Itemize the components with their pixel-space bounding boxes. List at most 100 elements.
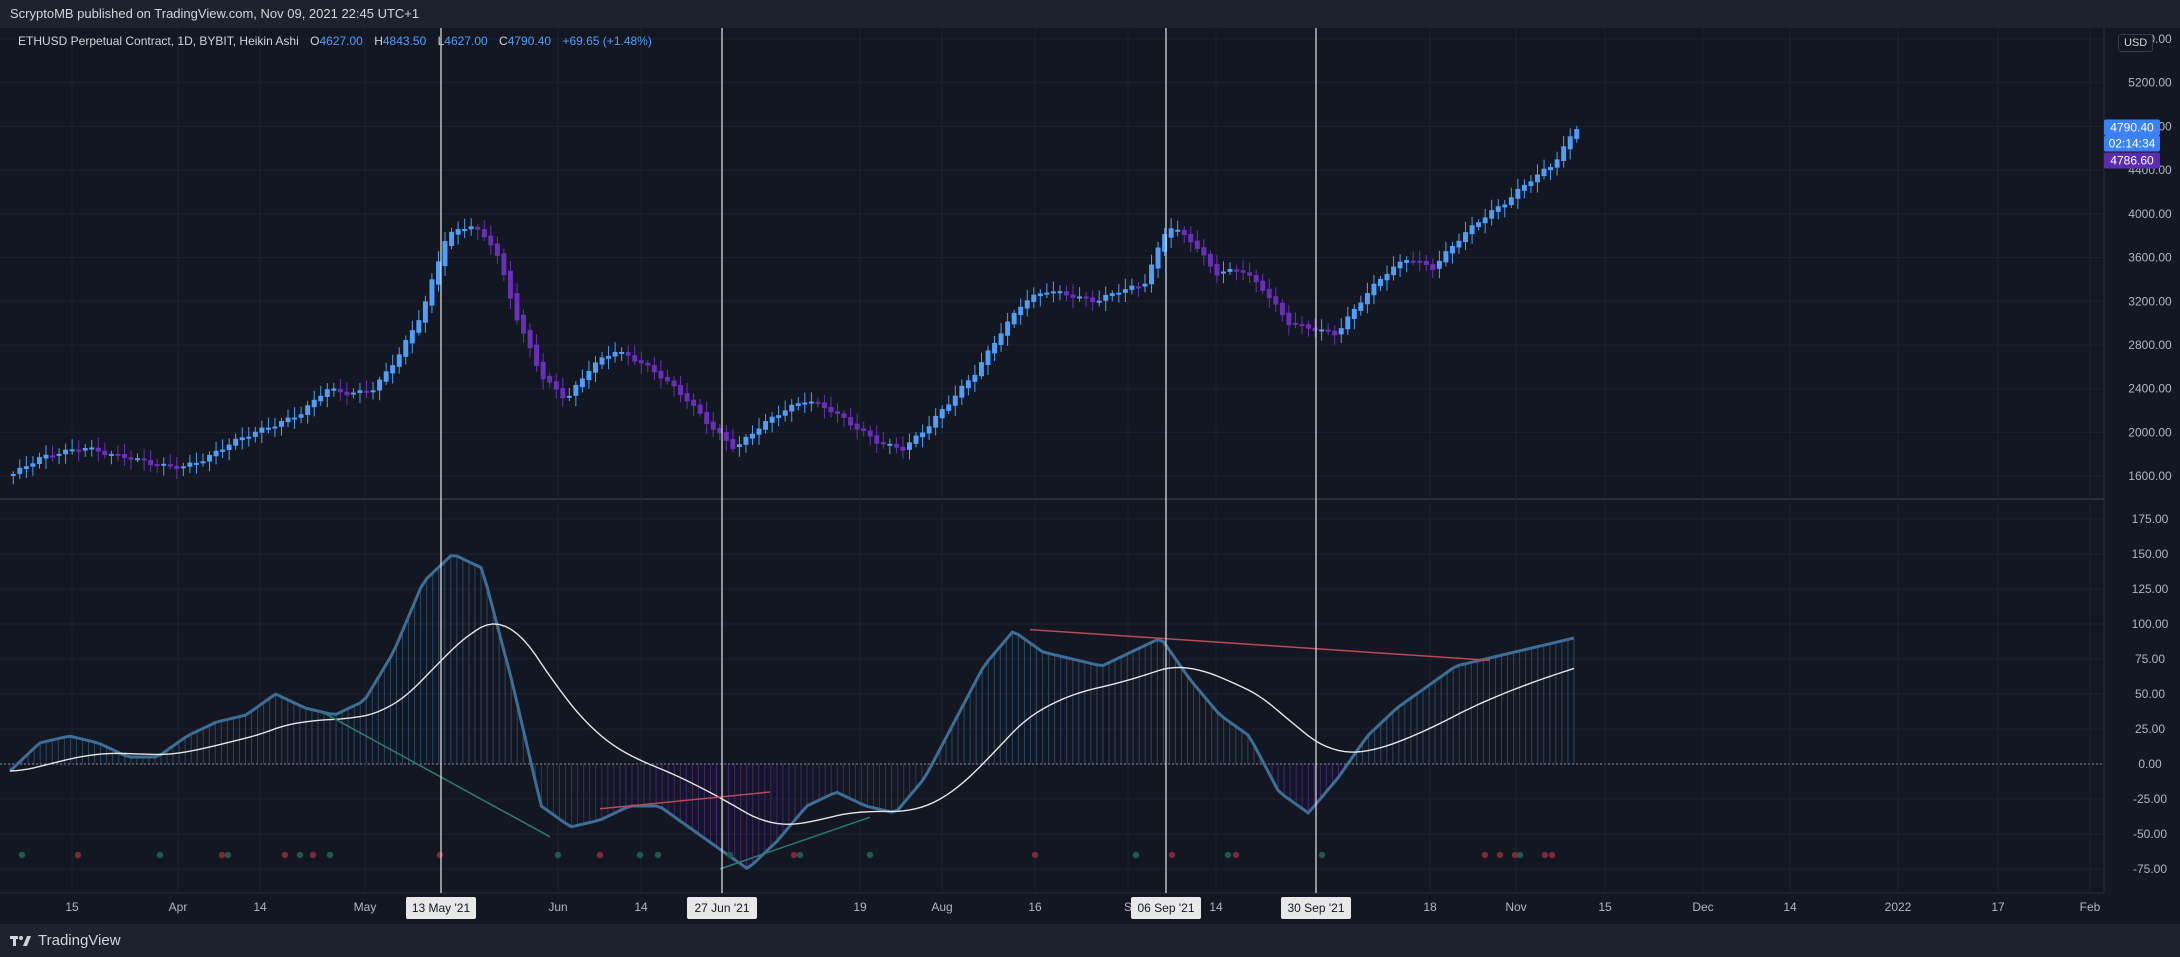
candle	[776, 415, 782, 418]
candle	[972, 374, 978, 382]
candle	[867, 430, 873, 437]
candle	[573, 384, 579, 396]
candle	[1521, 184, 1527, 191]
candle	[1423, 260, 1429, 265]
last-price-label: 4790.40	[2110, 120, 2154, 134]
candle	[900, 446, 906, 451]
time-tick-label: 18	[1423, 900, 1437, 914]
candle	[1260, 280, 1266, 291]
signal-dot	[636, 851, 644, 859]
candle	[259, 427, 265, 433]
candle	[17, 467, 23, 474]
candle	[154, 464, 160, 467]
candle	[30, 463, 36, 467]
candle	[187, 462, 193, 467]
time-tick-label: 19	[853, 900, 867, 914]
candle	[311, 399, 317, 408]
candle	[1194, 240, 1200, 249]
candle	[1273, 296, 1279, 305]
candle	[1286, 312, 1292, 326]
candle	[1378, 278, 1383, 287]
candle	[1541, 168, 1547, 177]
candle	[1168, 228, 1174, 238]
candle	[422, 301, 428, 323]
candle	[926, 426, 932, 434]
signal-dot	[296, 851, 304, 859]
osc-tick-label: 75.00	[2135, 652, 2165, 666]
candle	[390, 365, 396, 374]
price-tick-label: 3600.00	[2128, 251, 2172, 265]
time-tick-label: 16	[1028, 900, 1042, 914]
time-tick-label: 14	[1783, 900, 1797, 914]
candle	[586, 370, 592, 381]
candle	[95, 447, 101, 452]
candle	[521, 314, 526, 334]
candle	[691, 399, 697, 406]
time-tick-label: 2022	[1885, 900, 1912, 914]
candle	[815, 401, 821, 404]
high-label: H	[374, 34, 383, 48]
candle	[481, 229, 487, 238]
signal-dot	[1031, 851, 1039, 859]
candle	[638, 360, 644, 364]
candle	[1011, 312, 1017, 325]
osc-tick-label: -50.00	[2133, 827, 2167, 841]
osc-tick-label: 175.00	[2132, 512, 2169, 526]
candle	[1149, 264, 1154, 285]
candle	[887, 443, 893, 446]
price-tick-label: 5200.00	[2128, 76, 2172, 90]
candle	[1495, 206, 1501, 212]
candle	[1469, 225, 1475, 235]
signal-dot	[224, 851, 232, 859]
candle	[1456, 240, 1462, 248]
candle	[318, 395, 324, 402]
time-tick-label: 17	[1991, 900, 2005, 914]
candle	[743, 436, 749, 445]
candle	[1299, 324, 1305, 327]
symbol-title[interactable]: ETHUSD Perpetual Contract, 1D, BYBIT, He…	[18, 34, 299, 48]
candle	[1345, 316, 1351, 330]
currency-button[interactable]: USD	[2118, 34, 2154, 52]
candle	[43, 454, 49, 459]
candle	[1024, 300, 1030, 309]
candle	[226, 444, 232, 451]
candle	[1482, 217, 1488, 224]
signal-dot	[866, 851, 874, 859]
candle	[1096, 300, 1102, 303]
signal-dot	[1168, 851, 1176, 859]
candle	[344, 391, 350, 396]
signal-dot	[726, 851, 734, 859]
candle	[180, 466, 186, 469]
candle	[1077, 296, 1083, 299]
candle	[907, 442, 912, 450]
candle	[1234, 269, 1240, 272]
signal-line	[9, 623, 1575, 825]
candle	[1037, 293, 1043, 297]
candle	[861, 428, 867, 432]
tradingview-logo[interactable]: TradingView	[10, 924, 121, 957]
low-label: L	[437, 34, 445, 48]
signal-dot	[1132, 851, 1140, 859]
candle	[193, 462, 199, 465]
candle	[946, 404, 952, 411]
candle	[167, 464, 173, 467]
candle	[893, 443, 899, 448]
candle	[769, 416, 775, 423]
price-pane	[0, 28, 2180, 498]
candle	[1292, 322, 1298, 325]
signal-dot	[18, 851, 26, 859]
time-tick-label: Aug	[931, 900, 952, 914]
osc-tick-label: 125.00	[2132, 582, 2169, 596]
price-tick-label: 2400.00	[2128, 382, 2172, 396]
signal-dot	[1224, 851, 1232, 859]
signal-dot	[309, 851, 317, 859]
signal-dot	[1516, 851, 1524, 859]
time-tick-label: Apr	[169, 900, 188, 914]
candle	[978, 362, 984, 377]
candle	[1090, 297, 1096, 303]
price-tick-label: 2000.00	[2128, 425, 2172, 439]
open-value: 4627.00	[319, 34, 363, 48]
candle	[1221, 271, 1226, 274]
candle	[174, 465, 180, 469]
